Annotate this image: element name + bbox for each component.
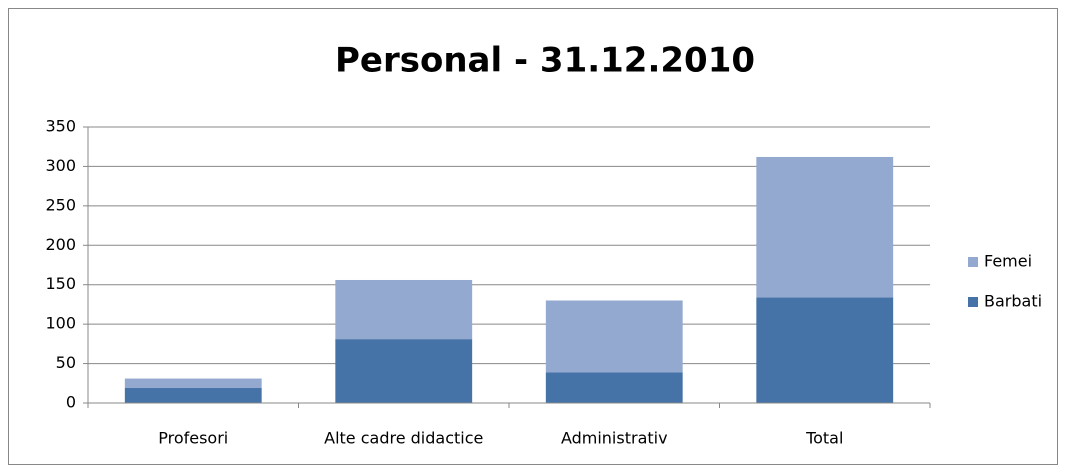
y-tick-label: 50 xyxy=(56,353,76,372)
bar-segment xyxy=(545,300,683,373)
bar-segment xyxy=(335,279,473,340)
x-tick-label: Profesori xyxy=(158,429,228,448)
y-tick-label: 100 xyxy=(45,314,76,333)
y-tick-label: 150 xyxy=(45,274,76,293)
x-tick-label: Alte cadre didactice xyxy=(324,429,483,448)
y-tick-label: 0 xyxy=(66,393,76,412)
bar-segment xyxy=(756,297,894,403)
bar-segment xyxy=(124,378,262,389)
bar-segment xyxy=(124,388,262,403)
y-tick-label: 350 xyxy=(45,117,76,136)
bar-segment xyxy=(335,339,473,403)
legend-swatch xyxy=(968,297,978,307)
bar-segment xyxy=(756,156,894,298)
y-tick-label: 250 xyxy=(45,195,76,214)
y-tick-label: 200 xyxy=(45,235,76,254)
legend-label: Femei xyxy=(984,252,1032,271)
x-tick-label: Administrativ xyxy=(561,429,668,448)
x-tick-label: Total xyxy=(805,429,843,448)
legend-swatch xyxy=(968,257,978,267)
chart-title: Personal - 31.12.2010 xyxy=(335,41,755,81)
legend-label: Barbati xyxy=(984,292,1042,311)
y-tick-label: 300 xyxy=(45,156,76,175)
bar-segment xyxy=(545,372,683,403)
